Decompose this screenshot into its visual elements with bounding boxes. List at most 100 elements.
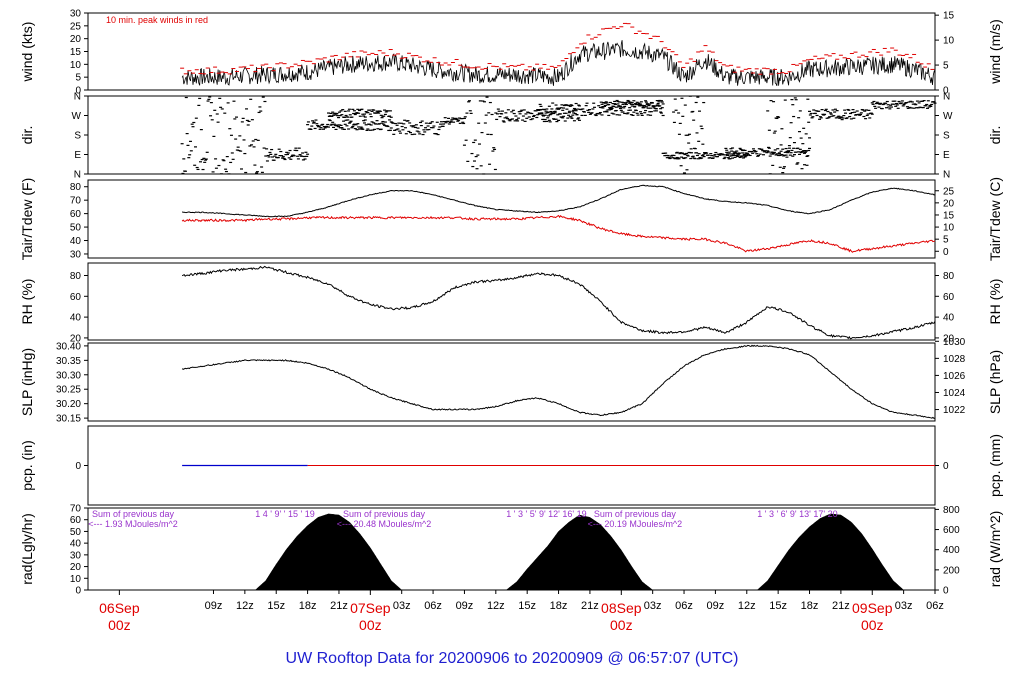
rad-right-tick-label: 800 <box>943 505 960 516</box>
dir-right-tick-label: S <box>943 131 950 142</box>
time-tick-label: 03z <box>393 600 411 612</box>
rh-left-tick-label: 20 <box>70 333 82 344</box>
rh-right-tick-label: 20 <box>943 333 955 344</box>
dir-panel-frame <box>87 95 936 175</box>
dir-right-tick-label: W <box>943 111 953 122</box>
date-label-day: 09Sep <box>852 600 893 616</box>
temp-left-tick-label: 80 <box>70 182 82 193</box>
temp-ylabel-left: Tair/Tdew (F) <box>19 178 35 260</box>
date-label-hour: 00z <box>610 617 633 633</box>
rh-left-tick-label: 60 <box>70 292 82 303</box>
time-tick-label: 15z <box>518 600 536 612</box>
date-label-day: 08Sep <box>601 600 642 616</box>
rad-right-tick-label: 0 <box>943 586 949 597</box>
time-tick-label: 18z <box>801 600 819 612</box>
time-tick-label: 09z <box>456 600 474 612</box>
wind-left-tick-label: 30 <box>70 9 82 20</box>
date-label-hour: 00z <box>359 617 382 633</box>
slp-right-tick-label: 1024 <box>943 388 966 399</box>
rad-left-tick-label: 20 <box>70 562 82 573</box>
wind-left-tick-label: 15 <box>70 47 82 58</box>
wind-right-tick-label: 10 <box>943 36 955 47</box>
temp-right-tick-label: 15 <box>943 210 955 221</box>
slp-left-tick-label: 30.15 <box>56 414 81 425</box>
rad-left-tick-label: 70 <box>70 504 82 515</box>
temp-left-tick-label: 30 <box>70 249 82 260</box>
pcp-right-tick-label: 0 <box>943 461 949 472</box>
rad-left-tick-label: 0 <box>75 586 81 597</box>
time-tick-label: 03z <box>644 600 662 612</box>
time-tick-label: 12z <box>738 600 756 612</box>
date-label-hour: 00z <box>108 617 131 633</box>
slp-right-tick-label: 1026 <box>943 371 966 382</box>
slp-line <box>181 344 936 420</box>
chart-title: UW Rooftop Data for 20200906 to 20200909… <box>285 650 739 667</box>
slp-left-tick-label: 30.40 <box>56 341 81 352</box>
rad-day-3 <box>756 513 905 591</box>
temp-right-tick-label: 10 <box>943 223 955 234</box>
rad-left-tick-label: 40 <box>70 539 82 550</box>
dewpoint-line <box>181 214 936 253</box>
dir-left-tick-label: N <box>74 92 81 103</box>
time-tick-label: 12z <box>236 600 254 612</box>
temp-right-tick-label: 25 <box>943 186 955 197</box>
slp-right-tick-label: 1022 <box>943 405 966 416</box>
slp-panel-frame <box>87 342 936 422</box>
time-tick-label: 12z <box>487 600 505 612</box>
wind-left-tick-label: 20 <box>70 34 82 45</box>
slp-right-tick-label: 1030 <box>943 337 966 348</box>
wind-right-tick-label: 5 <box>943 61 949 72</box>
slp-ylabel-right: SLP (hPa) <box>987 350 1003 414</box>
rad-ylabel-right: rad (W/m^2) <box>987 511 1003 588</box>
temp-left-tick-label: 50 <box>70 223 82 234</box>
date-label-day: 07Sep <box>350 600 391 616</box>
rh-ylabel-right: RH (%) <box>987 279 1003 325</box>
rh-left-tick-label: 40 <box>70 313 82 324</box>
dir-right-tick-label: N <box>943 170 950 181</box>
temp-panel-frame <box>87 179 936 259</box>
air-temp-line <box>181 184 936 218</box>
wind-left-tick-label: 5 <box>75 73 81 84</box>
dir-left-tick-label: E <box>74 150 81 161</box>
time-tick-label: 09z <box>707 600 725 612</box>
time-tick-label: 09z <box>205 600 223 612</box>
pcp-left-tick-label: 0 <box>75 461 81 472</box>
rad-sun-hours: 1 4 ' 9' ' 15 ' 19 <box>255 509 314 519</box>
rad-sum-heading: Sum of previous day <box>343 509 426 519</box>
dir-right-tick-label: E <box>943 150 950 161</box>
temp-left-tick-label: 70 <box>70 196 82 207</box>
rad-sum-value: <--- 20.19 MJoules/m^2 <box>588 519 683 529</box>
wind-right-tick-label: 0 <box>943 86 949 97</box>
temp-right-tick-label: 0 <box>943 247 949 258</box>
temp-ylabel-right: Tair/Tdew (C) <box>987 177 1003 261</box>
time-tick-label: 03z <box>895 600 913 612</box>
slp-left-tick-label: 30.30 <box>56 370 81 381</box>
rad-sum-heading: Sum of previous day <box>92 509 175 519</box>
temp-right-tick-label: 20 <box>943 198 955 209</box>
dir-ylabel-right: dir. <box>987 126 1003 145</box>
time-tick-label: 06z <box>424 600 442 612</box>
rh-ylabel-left: RH (%) <box>19 279 35 325</box>
rad-day-1 <box>254 513 403 591</box>
rad-ylabel-left: rad(Lgly/hr) <box>19 513 35 585</box>
wind-speed-line <box>181 40 936 87</box>
rad-sum-value: <--- 20.48 MJoules/m^2 <box>337 519 432 529</box>
dir-left-tick-label: W <box>72 111 82 122</box>
rh-right-tick-label: 60 <box>943 292 955 303</box>
rh-line <box>181 265 936 340</box>
wind-right-tick-label: 15 <box>943 11 955 22</box>
date-label-hour: 00z <box>861 617 884 633</box>
rad-right-tick-label: 400 <box>943 545 960 556</box>
rad-left-tick-label: 30 <box>70 550 82 561</box>
rad-left-tick-label: 10 <box>70 574 82 585</box>
temp-right-tick-label: 5 <box>943 235 949 246</box>
rh-panel-frame <box>87 262 936 341</box>
date-label-day: 06Sep <box>99 600 140 616</box>
time-tick-label: 21z <box>581 600 599 612</box>
temp-left-tick-label: 40 <box>70 236 82 247</box>
slp-ylabel-left: SLP (inHg) <box>19 348 35 416</box>
rh-right-tick-label: 80 <box>943 271 955 282</box>
slp-left-tick-label: 30.20 <box>56 399 81 410</box>
rad-sum-heading: Sum of previous day <box>594 509 677 519</box>
rad-sun-hours: 1 ' 3 ' 6' 9' 13' 17' 20 <box>757 509 837 519</box>
